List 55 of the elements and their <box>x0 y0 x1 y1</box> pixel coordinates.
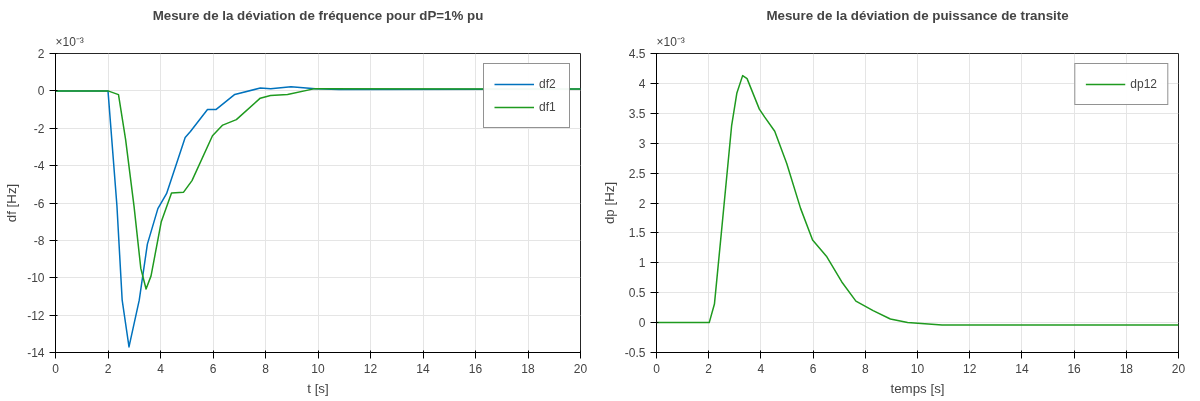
x-tick-label: 4 <box>157 361 165 376</box>
legend-label: df1 <box>539 100 557 114</box>
x-tick-label: 8 <box>262 361 270 376</box>
y-tick-label: 2.5 <box>628 166 646 181</box>
chart-title: Mesure de la déviation de fréquence pour dP=1% pu <box>152 7 484 23</box>
x-tick-label: 20 <box>1171 361 1186 376</box>
y-tick-label: -8 <box>33 233 45 248</box>
y-tick-label: 0 <box>37 84 45 99</box>
chart-title: Mesure de la déviation de puissance de transite <box>766 7 1069 23</box>
x-axis-title: temps [s] <box>890 380 945 396</box>
x-tick-label: 2 <box>104 361 112 376</box>
y-tick-label: 0.5 <box>628 286 646 301</box>
text: ×10⁻³ <box>55 34 84 49</box>
x-tick-label: 16 <box>1067 361 1082 376</box>
y-axis-title: df [Hz] <box>4 183 20 223</box>
x-tick-label: 10 <box>311 361 325 376</box>
y-tick-label: -12 <box>27 308 45 323</box>
x-tick-label: 20 <box>573 361 588 376</box>
x-tick-label: 16 <box>468 361 483 376</box>
y-tick-label: -10 <box>27 271 45 286</box>
y-tick-label: 0 <box>638 316 646 331</box>
x-tick-label: 10 <box>910 361 925 376</box>
x-tick-label: 18 <box>1119 361 1134 376</box>
x-tick-label: 14 <box>1015 361 1029 376</box>
x-tick-label: 4 <box>757 361 765 376</box>
x-tick-label: 0 <box>653 361 661 376</box>
y-tick-label: -0.5 <box>624 346 646 360</box>
legend-label: df2 <box>539 77 557 91</box>
y-tick-label: 3 <box>638 136 646 151</box>
y-tick-label: -14 <box>27 346 45 360</box>
x-tick-label: 0 <box>52 361 60 376</box>
legend-label: dp12 <box>1130 77 1157 91</box>
x-tick-label: 12 <box>963 361 977 376</box>
x-tick-label: 8 <box>861 361 869 376</box>
x-tick-label: 14 <box>416 361 430 376</box>
x-tick-label: 6 <box>809 361 817 376</box>
text: ×10⁻³ <box>656 34 685 49</box>
y-tick-label: 1 <box>638 256 646 271</box>
y-tick-label: -4 <box>33 159 45 174</box>
x-tick-label: 18 <box>521 361 535 376</box>
x-axis-title: t [s] <box>307 380 329 396</box>
y-tick-label: 2 <box>638 196 646 211</box>
line-series <box>656 74 1179 326</box>
x-tick-label: 12 <box>363 361 378 376</box>
line-series <box>55 87 581 290</box>
y-tick-label: 2 <box>37 47 45 61</box>
y-tick-label: -6 <box>33 196 45 211</box>
y-tick-label: -2 <box>33 121 45 136</box>
y-axis-title: dp [Hz] <box>601 181 617 225</box>
y-tick-label: 4.5 <box>628 47 646 61</box>
x-tick-label: 2 <box>705 361 713 376</box>
y-tick-label: 1.5 <box>628 226 646 241</box>
x-tick-label: 6 <box>209 361 217 376</box>
y-tick-label: 4 <box>638 76 646 91</box>
y-tick-label: 3.5 <box>628 106 646 121</box>
